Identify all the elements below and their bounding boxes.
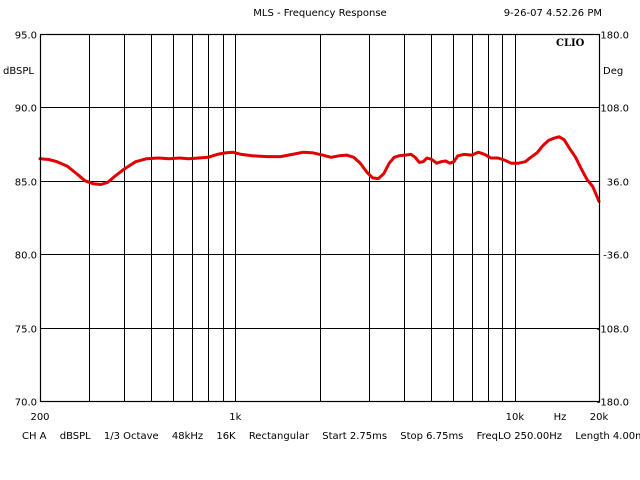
y-axis-right-label: Deg (603, 66, 624, 77)
status-sample-rate: 48kHz (171, 431, 204, 442)
status-bar: CH A dBSPL 1/3 Octave 48kHz 16K Rectangu… (22, 431, 640, 443)
status-start: Start 2.75ms (322, 431, 388, 442)
y-tick-label-right: 108.0 (600, 104, 629, 115)
y-tick-label-right: -180.0 (597, 398, 629, 409)
y-tick-label-left: 95.0 (15, 31, 37, 42)
y-axis-left-label: dBSPL (3, 66, 34, 77)
y-tick-label-right: -108.0 (597, 325, 629, 336)
y-tick-label-right: 36.0 (607, 178, 629, 189)
status-length: Length 4.00ms (575, 431, 640, 442)
status-freq-lo: FreqLO 250.00Hz (476, 431, 563, 442)
status-channel: CH A (22, 431, 47, 442)
y-tick-label-left: 75.0 (15, 325, 37, 336)
chart-title: MLS - Frequency Response (253, 8, 387, 19)
status-smoothing: 1/3 Octave (103, 431, 159, 442)
x-tick-label: 10k (506, 412, 525, 423)
plot-border (39, 33, 601, 403)
y-tick-label-right: -36.0 (603, 251, 629, 262)
y-tick-label-left: 70.0 (15, 398, 37, 409)
status-window: Rectangular (248, 431, 310, 442)
y-tick-label-left: 80.0 (15, 251, 37, 262)
status-stop: Stop 6.75ms (400, 431, 464, 442)
status-units: dBSPL (59, 431, 91, 442)
x-tick-label: 1k (229, 412, 241, 423)
tick-labels: 95.0 180.0 90.0 108.0 85.0 36.0 80.0 -36.0 75.0 -… (15, 31, 629, 424)
x-tick-label: 200 (30, 412, 49, 423)
chart-grid (40, 34, 600, 402)
x-tick-label: 20k (590, 412, 609, 423)
series-line (38, 135, 601, 203)
y-tick-label-right: 180.0 (600, 31, 629, 42)
y-tick-label-left: 90.0 (15, 104, 37, 115)
status-size: 16K (216, 431, 236, 442)
y-tick-label-left: 85.0 (15, 178, 37, 189)
x-tick-label: Hz (554, 412, 567, 423)
clio-logo: CLIO (556, 38, 585, 49)
timestamp: 9-26-07 4.52.26 PM (503, 8, 602, 19)
